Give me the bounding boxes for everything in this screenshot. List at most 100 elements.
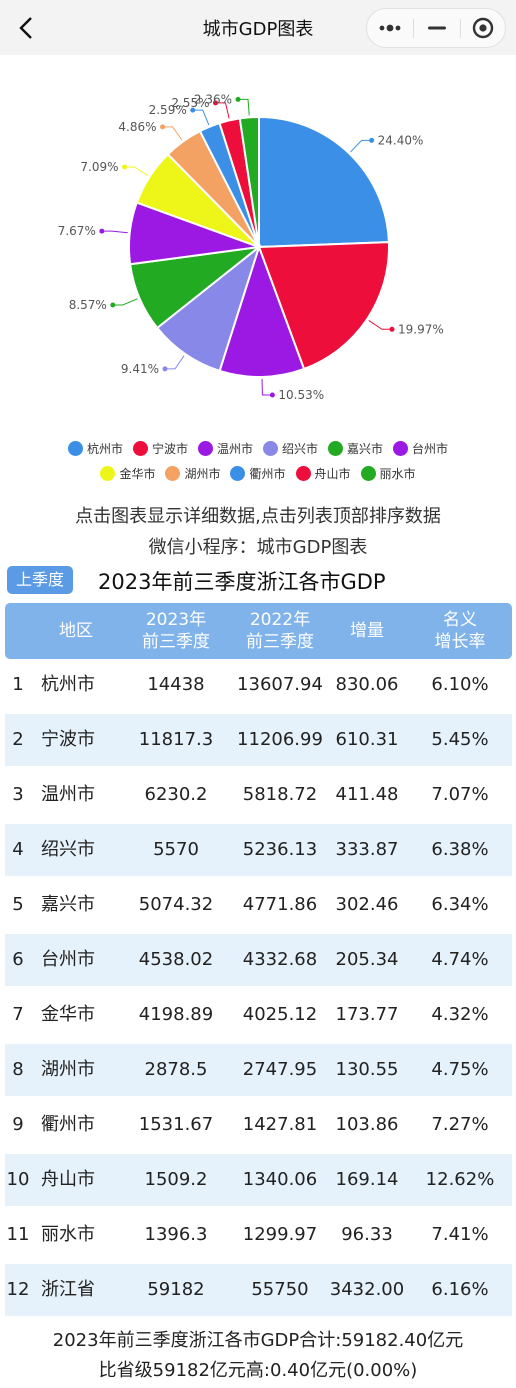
row-index: 1 — [12, 674, 24, 695]
gdp-increase: 411.48 — [335, 784, 399, 805]
label-anchor-dot — [269, 392, 275, 398]
table-row[interactable]: 12 浙江省 59182 55750 3432.00 6.16% — [5, 1264, 512, 1316]
legend-swatch — [263, 441, 278, 456]
legend-item[interactable]: 温州市 — [197, 436, 253, 461]
column-header-increase[interactable]: 增量 — [317, 603, 417, 659]
legend-item[interactable]: 衢州市 — [230, 461, 286, 486]
gdp-2022: 5818.72 — [242, 784, 318, 805]
gdp-2022: 13607.94 — [237, 674, 323, 695]
table-row[interactable]: 3 温州市 6230.2 5818.72 411.48 7.07% — [5, 769, 512, 821]
back-arrow-icon[interactable] — [14, 14, 40, 42]
region-name: 杭州市 — [41, 674, 95, 695]
slice-percent-label: 8.57% — [69, 298, 107, 312]
legend-swatch — [165, 466, 181, 481]
column-header-growth-rate[interactable]: 名义 增长率 — [410, 603, 510, 659]
gdp-2022: 4025.12 — [242, 1004, 318, 1025]
growth-rate: 7.41% — [431, 1224, 489, 1245]
header-text: 地区 — [59, 621, 93, 641]
legend-label: 金华市 — [119, 467, 156, 481]
legend-item[interactable]: 丽水市 — [360, 461, 416, 486]
table-row[interactable]: 6 台州市 4538.02 4332.68 205.34 4.74% — [5, 934, 512, 986]
legend-label: 衢州市 — [249, 467, 286, 481]
label-leader-line — [192, 109, 210, 126]
gdp-2023: 1396.3 — [144, 1224, 208, 1245]
legend-swatch — [67, 441, 83, 456]
legend-item[interactable]: 绍兴市 — [263, 436, 318, 461]
region-name: 宁波市 — [41, 729, 95, 750]
label-anchor-dot — [110, 302, 116, 308]
gdp-2023: 59182 — [147, 1279, 205, 1300]
gdp-2022: 55750 — [251, 1279, 309, 1300]
gdp-2023: 5570 — [153, 839, 199, 860]
gdp-2023: 1509.2 — [144, 1169, 208, 1190]
table-row[interactable]: 5 嘉兴市 5074.32 4771.86 302.46 6.34% — [5, 879, 512, 931]
header-text: 2022年 — [249, 610, 311, 630]
legend-swatch — [393, 441, 409, 456]
row-index: 7 — [12, 1004, 24, 1025]
legend-item[interactable]: 台州市 — [393, 436, 448, 461]
gdp-2022: 2747.95 — [242, 1059, 318, 1080]
capsule-divider — [460, 19, 461, 38]
region-name: 舟山市 — [41, 1169, 95, 1190]
legend-item[interactable]: 宁波市 — [132, 436, 188, 461]
legend-swatch — [100, 466, 116, 481]
pie-slice[interactable] — [218, 243, 306, 378]
slice-percent-label: 24.40% — [378, 133, 424, 147]
label-leader-line — [350, 139, 372, 153]
chart-usage-hint: 点击图表显示详细数据,点击列表顶部排序数据 — [75, 506, 441, 527]
slice-percent-label: 2.36% — [194, 92, 232, 106]
region-name: 绍兴市 — [41, 839, 95, 860]
gdp-2023: 6230.2 — [144, 784, 208, 805]
column-header-region[interactable]: 地区 — [41, 603, 111, 659]
pie-slice[interactable] — [155, 244, 261, 373]
pie-slice[interactable] — [258, 115, 390, 249]
growth-rate: 4.75% — [431, 1059, 489, 1080]
legend-item[interactable]: 嘉兴市 — [328, 436, 383, 461]
legend-item[interactable]: 杭州市 — [67, 436, 123, 461]
table-row[interactable]: 9 衢州市 1531.67 1427.81 103.86 7.27% — [5, 1099, 512, 1151]
column-header-2023[interactable]: 2023年 前三季度 ↓ — [121, 603, 231, 679]
label-anchor-dot — [160, 124, 166, 130]
region-name: 金华市 — [41, 1004, 95, 1025]
header-text: 2023年 — [145, 610, 207, 630]
table-row[interactable]: 1 杭州市 14438 13607.94 830.06 6.10% — [5, 659, 512, 711]
legend-item[interactable]: 舟山市 — [295, 461, 351, 486]
label-anchor-dot — [162, 366, 168, 372]
previous-season-button[interactable]: 上季度 — [7, 566, 73, 594]
growth-rate: 6.34% — [431, 894, 489, 915]
legend-item[interactable]: 金华市 — [100, 461, 155, 486]
region-name: 衢州市 — [41, 1114, 95, 1135]
table-row[interactable]: 10 舟山市 1509.2 1340.06 169.14 12.62% — [5, 1154, 512, 1206]
label-leader-line — [124, 166, 149, 177]
label-leader-line — [215, 102, 230, 119]
label-anchor-dot — [369, 137, 375, 143]
gdp-2022: 1299.97 — [242, 1224, 318, 1245]
legend-item[interactable]: 湖州市 — [165, 461, 220, 486]
pie-slice[interactable] — [238, 115, 260, 248]
gdp-2022: 5236.13 — [242, 839, 318, 860]
table-row[interactable]: 2 宁波市 11817.3 11206.99 610.31 5.45% — [5, 714, 512, 766]
close-mini-program-icon[interactable] — [461, 9, 507, 47]
table-row[interactable]: 4 绍兴市 5570 5236.13 333.87 6.38% — [5, 824, 512, 876]
row-index: 12 — [6, 1279, 30, 1300]
column-header-2022[interactable]: 2022年 前三季度 — [225, 603, 335, 659]
minimize-icon[interactable] — [414, 9, 460, 47]
table-row[interactable]: 11 丽水市 1396.3 1299.97 96.33 7.41% — [5, 1209, 512, 1261]
slice-percent-label: 9.41% — [121, 362, 159, 376]
slice-percent-label: 7.09% — [80, 160, 118, 174]
table-row[interactable]: 8 湖州市 2878.5 2747.95 130.55 4.75% — [5, 1044, 512, 1096]
gdp-increase: 130.55 — [335, 1059, 399, 1080]
province-comparison: 比省级59182亿元高:0.40亿元(0.00%) — [98, 1360, 418, 1381]
pie-slice[interactable] — [257, 241, 390, 371]
header-text: 前三季度 — [142, 632, 210, 652]
table-row[interactable]: 7 金华市 4198.89 4025.12 173.77 4.32% — [5, 989, 512, 1041]
legend-label: 湖州市 — [184, 467, 221, 481]
gdp-pie-chart[interactable]: 24.40% 19.97% 10.53% 9.41% 8.57% 7.67% 7.09% 4.… — [0, 55, 516, 490]
header-text-line: 前三季度 ↓ — [142, 631, 222, 679]
pie-chart-svg[interactable]: 24.40% 19.97% 10.53% 9.41% 8.57% 7.67% 7.09% 4.… — [0, 55, 516, 490]
more-options-icon[interactable] — [367, 9, 413, 47]
slice-percent-label: 19.97% — [398, 322, 444, 336]
legend-label: 嘉兴市 — [347, 442, 384, 456]
slice-percent-label: 10.53% — [278, 388, 324, 402]
legend-row: 杭州市 宁波市 温州市 绍兴市 嘉兴市 台州市 — [0, 436, 516, 461]
